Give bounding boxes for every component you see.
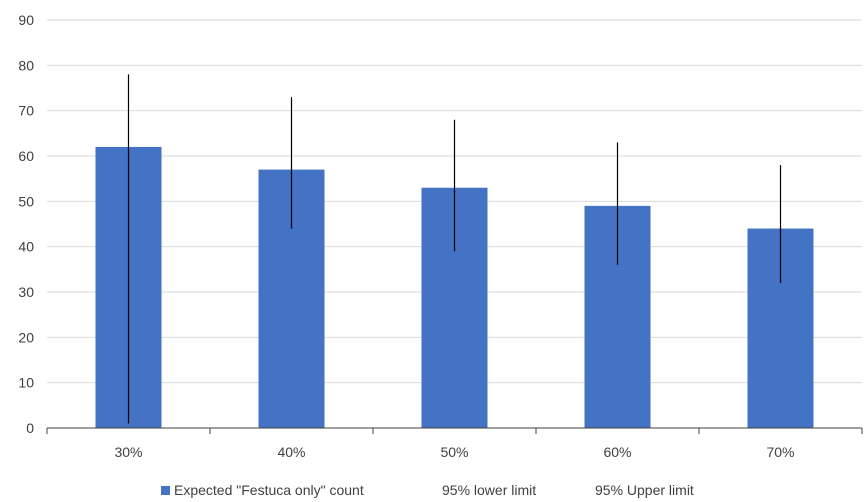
y-tick-label: 30 <box>18 284 34 300</box>
y-tick-label: 0 <box>26 420 34 436</box>
legend: Expected "Festuca only" count 95% lower … <box>161 482 694 498</box>
y-tick-label: 50 <box>18 193 34 209</box>
x-axis-tick-labels: 30% 40% 50% 60% 70% <box>114 444 794 460</box>
y-tick-label: 20 <box>18 329 34 345</box>
y-tick-label: 90 <box>18 12 34 28</box>
y-axis-tick-labels: 0 10 20 30 40 50 60 70 80 90 <box>18 12 34 436</box>
y-tick-label: 80 <box>18 57 34 73</box>
x-tick-label: 50% <box>440 444 468 460</box>
legend-entry-lower-limit: 95% lower limit <box>442 482 536 498</box>
legend-entry-upper-limit: 95% Upper limit <box>595 482 694 498</box>
y-tick-label: 70 <box>18 103 34 119</box>
x-tick-label: 40% <box>277 444 305 460</box>
y-tick-label: 10 <box>18 375 34 391</box>
legend-swatch-expected <box>161 486 170 495</box>
x-tick-label: 30% <box>114 444 142 460</box>
legend-entry-expected: Expected "Festuca only" count <box>174 482 364 498</box>
x-tick-label: 70% <box>766 444 794 460</box>
x-axis <box>46 427 863 434</box>
y-tick-label: 40 <box>18 239 34 255</box>
y-tick-label: 60 <box>18 148 34 164</box>
x-tick-label: 60% <box>603 444 631 460</box>
error-bars <box>127 74 782 424</box>
